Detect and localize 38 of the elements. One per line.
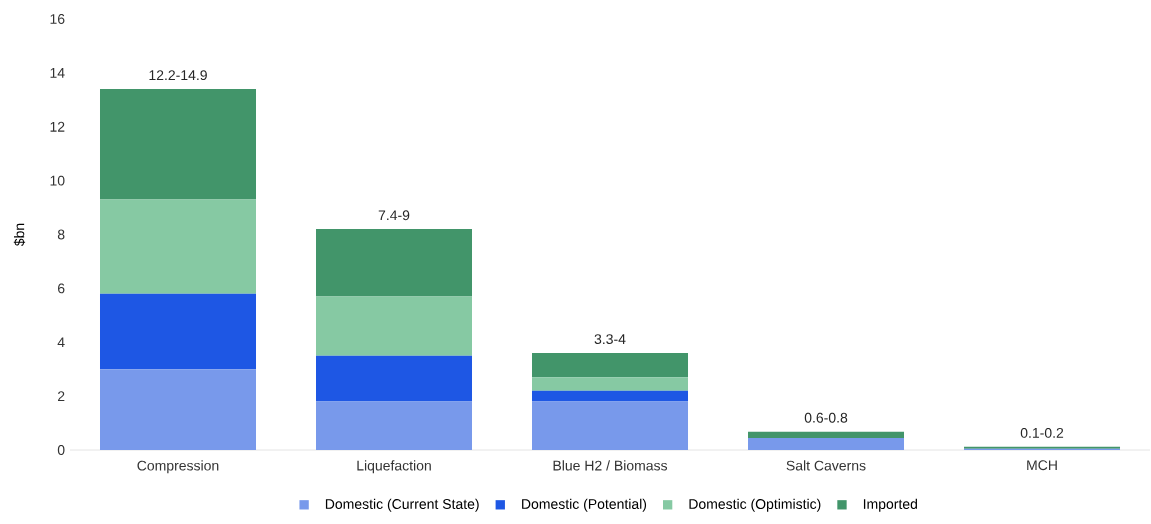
legend-label: Domestic (Current State) — [325, 498, 479, 512]
bar — [316, 355, 473, 402]
legend-label: Domestic (Optimistic) — [689, 498, 821, 512]
annotation: 3.3-4 — [594, 334, 626, 345]
annotation: 7.4-9 — [378, 210, 410, 221]
x-tick-label: Salt Caverns — [786, 460, 866, 471]
bar — [316, 401, 473, 450]
legend-label: Imported — [863, 498, 917, 512]
legend-label: Domestic (Potential) — [522, 498, 647, 512]
annotation: 0.1-0.2 — [1020, 427, 1064, 438]
y-tick-label: 4 — [57, 337, 65, 348]
y-tick-label: 0 — [57, 445, 65, 455]
bar — [532, 401, 689, 450]
y-tick-label: 2 — [57, 391, 65, 402]
y-tick-label: 12 — [50, 121, 65, 132]
bar — [748, 437, 905, 450]
y-axis-title: $bn — [13, 223, 26, 247]
bar — [100, 199, 257, 294]
x-tick-label: Liquefaction — [357, 460, 431, 474]
annotation: 12.2-14.9 — [149, 70, 207, 81]
bar — [532, 377, 689, 391]
bar — [100, 89, 257, 200]
x-tick-label: MCH — [1027, 460, 1057, 471]
x-tick-label: Blue H2 / Biomass — [553, 460, 668, 471]
bar — [100, 369, 257, 450]
y-tick-label: 8 — [57, 229, 65, 240]
y-tick-label: 6 — [57, 283, 65, 294]
bar — [316, 229, 473, 297]
bar — [532, 390, 689, 402]
bar — [100, 293, 257, 370]
y-tick-label: 14 — [50, 68, 65, 78]
y-tick-label: 16 — [50, 14, 65, 24]
bar — [316, 296, 473, 356]
x-tick-label: Compression — [137, 460, 219, 474]
bar — [748, 431, 905, 438]
annotation: 0.6-0.8 — [804, 412, 848, 423]
y-tick-label: 10 — [50, 175, 65, 186]
bar — [532, 353, 689, 378]
